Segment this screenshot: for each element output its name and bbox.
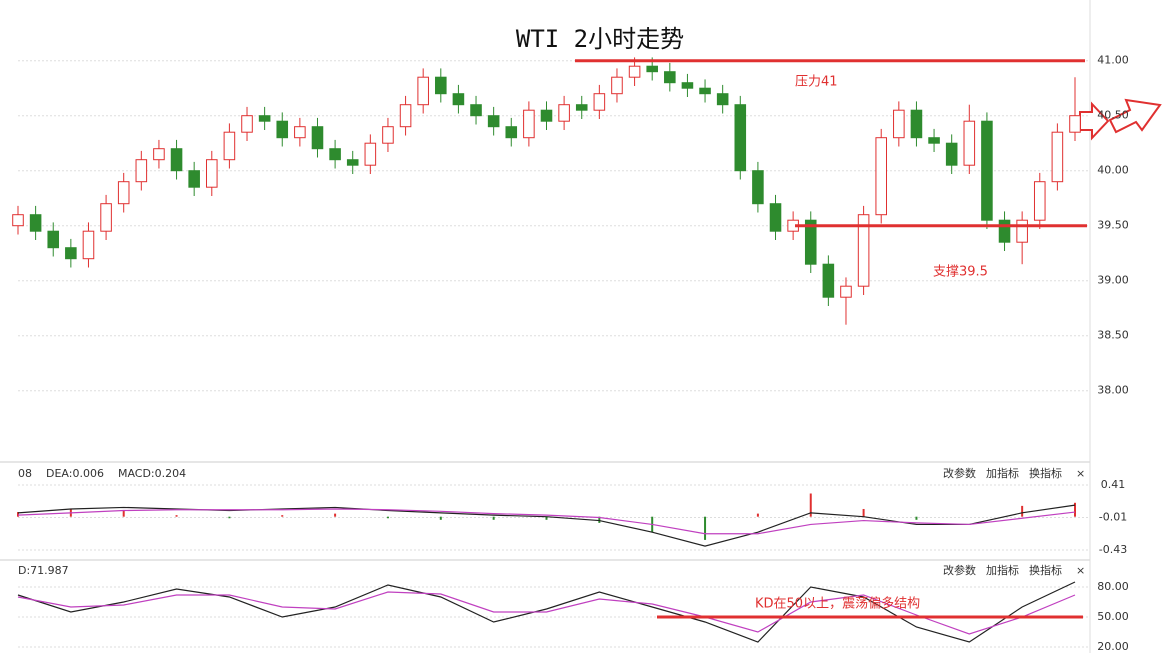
y-tick-label: 38.00: [1097, 384, 1129, 397]
candle-body: [100, 203, 112, 232]
candle-body: [65, 247, 77, 260]
panel-button[interactable]: 换指标: [1029, 466, 1062, 480]
y-tick-label: 38.50: [1097, 329, 1129, 342]
y-tick-label: 20.00: [1097, 640, 1129, 653]
candle-body: [487, 115, 500, 128]
candle-body: [452, 93, 465, 106]
candle-body: [205, 159, 218, 188]
annotation-text: 支撑39.5: [933, 265, 988, 280]
candle-body: [1016, 219, 1028, 243]
chart-title: WTI 2小时走势: [516, 25, 684, 53]
candle-body: [734, 104, 747, 172]
candle-body: [840, 285, 852, 298]
panel-button[interactable]: 改参数: [943, 466, 976, 480]
candle-body: [523, 109, 535, 139]
candle-body: [575, 104, 588, 111]
indicator-label: 08: [18, 467, 32, 480]
y-tick-label: 41.00: [1097, 54, 1129, 67]
candle-body: [804, 219, 817, 265]
candle-body: [170, 148, 183, 172]
candle-body: [664, 71, 676, 84]
candle-body: [1051, 131, 1064, 183]
candle-body: [646, 65, 658, 73]
y-tick-label: 80.00: [1097, 580, 1129, 593]
panel-button[interactable]: 换指标: [1029, 563, 1062, 577]
indicator-label: MACD:0.204: [118, 467, 186, 480]
candle-body: [135, 159, 148, 183]
indicator-label: DEA:0.006: [46, 467, 104, 480]
candle-body: [47, 230, 60, 249]
candle-body: [699, 87, 711, 95]
d-line: [17, 591, 1076, 635]
panel-button[interactable]: 加指标: [986, 466, 1019, 480]
y-tick-label: 0.41: [1101, 478, 1126, 491]
candle-body: [399, 104, 412, 128]
candle-body: [875, 137, 888, 216]
candle-body: [470, 104, 482, 117]
y-tick-label: 40.00: [1097, 164, 1129, 177]
candle-body: [29, 214, 42, 232]
candle-body: [329, 148, 341, 161]
arrow-icon: [1079, 101, 1110, 141]
candle-body: [752, 170, 764, 205]
candle-body: [769, 203, 782, 232]
candle-body: [417, 76, 429, 106]
candle-body: [276, 120, 289, 139]
y-tick-label: -0.43: [1099, 543, 1127, 556]
candle-body: [1033, 181, 1046, 221]
annotation-text: KD在50以上，震荡偏多结构: [755, 596, 920, 612]
candle-body: [716, 93, 729, 106]
candle-body: [558, 104, 570, 122]
candle-body: [945, 142, 958, 166]
candle-body: [505, 126, 518, 139]
panel-button[interactable]: 加指标: [986, 563, 1019, 577]
candle-body: [1069, 115, 1081, 133]
candle-body: [346, 159, 359, 166]
candle-body: [963, 120, 976, 166]
candle-body: [188, 170, 200, 188]
dif-line: [17, 504, 1076, 547]
arrow-icon: [1108, 98, 1162, 134]
indicator-label: D:71.987: [18, 564, 69, 577]
candle-body: [928, 137, 940, 144]
candle-body: [82, 230, 95, 260]
candle-body: [117, 181, 130, 205]
y-tick-label: 39.00: [1097, 274, 1129, 287]
y-tick-label: 40.50: [1097, 109, 1129, 122]
candle-body: [857, 214, 870, 287]
candle-body: [258, 115, 271, 122]
candle-body: [981, 120, 993, 221]
candle-body: [12, 214, 24, 227]
candle-body: [822, 263, 835, 298]
candle-body: [241, 115, 253, 133]
candle-body: [540, 109, 553, 122]
y-tick-label: 39.50: [1097, 219, 1129, 232]
dea-line: [17, 508, 1076, 535]
candle-body: [628, 65, 641, 78]
candle-body: [364, 142, 377, 166]
candle-body: [382, 126, 394, 144]
candle-body: [998, 219, 1011, 243]
y-tick-label: 50.00: [1097, 610, 1129, 623]
candle-body: [681, 82, 694, 89]
candle-body: [593, 93, 606, 111]
panel-button[interactable]: ×: [1076, 467, 1085, 480]
candle-body: [223, 131, 236, 161]
candle-body: [311, 126, 324, 150]
candle-body: [910, 109, 923, 139]
y-tick-label: -0.01: [1099, 510, 1127, 523]
candle-body: [435, 76, 447, 95]
candle-body: [294, 126, 306, 139]
candle-body: [893, 109, 905, 139]
annotation-text: 压力41: [795, 75, 838, 90]
candle-body: [611, 76, 623, 95]
panel-button[interactable]: 改参数: [943, 563, 976, 577]
panel-button[interactable]: ×: [1076, 564, 1085, 577]
candle-body: [153, 148, 165, 161]
